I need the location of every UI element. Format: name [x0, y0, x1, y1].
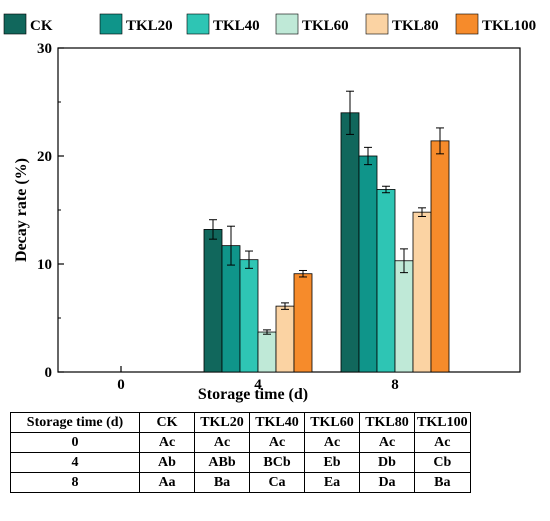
bar-tkl60-8	[394, 260, 414, 373]
legend-label-tkl100: TKL100	[482, 18, 536, 34]
table-cell: TKL100	[414, 412, 471, 433]
y-tick-label: 30	[37, 41, 52, 57]
legend-swatch-ck	[3, 13, 27, 35]
table-row-label: 4	[10, 452, 140, 473]
bar-tkl80-4	[275, 305, 295, 373]
bar-tkl20-8	[358, 155, 378, 373]
table-cell: Ac	[359, 432, 415, 453]
significance-table: Storage time (d) CK TKL20 TKL40 TKL60 TKL80 TK…	[10, 412, 471, 493]
x-tick-label: 8	[391, 377, 399, 393]
table-cell: Ac	[194, 432, 250, 453]
bar-ck-4	[203, 229, 223, 373]
table-cell: Ac	[304, 432, 360, 453]
table-cell: Eb	[304, 452, 360, 473]
y-tick-label: 10	[37, 257, 52, 273]
table-header-row: Storage time (d) CK TKL20 TKL40 TKL60 TKL80 TK…	[10, 412, 471, 433]
table-row-label: Storage time (d)	[10, 412, 140, 433]
legend-swatch-tkl40	[186, 13, 210, 35]
table-cell: Aa	[139, 472, 195, 493]
table-row: 8 Aa Ba Ca Ea Da Ba	[10, 472, 471, 493]
table-cell: TKL60	[304, 412, 360, 433]
bar-ck-8	[340, 112, 360, 373]
table-row-label: 8	[10, 472, 140, 493]
bar-tkl100-4	[293, 273, 313, 373]
y-tick-label: 20	[37, 149, 52, 165]
x-tick-label: 0	[117, 377, 125, 393]
legend-swatch-tkl60	[275, 13, 299, 35]
decay-rate-chart: CK TKL20 TKL40 TKL60 TKL80 TKL100 0 10 20 30 0 4 8…	[3, 13, 536, 403]
table-cell: BCb	[249, 452, 305, 473]
y-tick-label: 0	[45, 365, 53, 381]
table-cell: Ea	[304, 472, 360, 493]
y-axis: 0 10 20 30	[37, 41, 64, 381]
bar-tkl60-4	[257, 331, 277, 373]
table-cell: Ab	[139, 452, 195, 473]
legend-label-ck: CK	[30, 18, 53, 34]
legend-swatch-tkl20	[99, 13, 123, 35]
table-row: 0 Ac Ac Ac Ac Ac Ac	[10, 432, 471, 453]
legend-label-tkl60: TKL60	[302, 18, 349, 34]
y-axis-label: Decay rate (%)	[13, 158, 30, 262]
bar-tkl40-4	[239, 259, 259, 373]
table-cell: Ac	[414, 432, 471, 453]
table-cell: CK	[139, 412, 195, 433]
legend-swatch-tkl100	[455, 13, 479, 35]
x-axis-label: Storage time (d)	[198, 386, 308, 403]
table-cell: TKL20	[194, 412, 250, 433]
table-cell: Ac	[139, 432, 195, 453]
legend: CK TKL20 TKL40 TKL60 TKL80 TKL100	[3, 13, 536, 35]
bar-tkl40-8	[376, 189, 396, 373]
x-tick-label: 4	[254, 377, 262, 393]
legend-label-tkl20: TKL20	[126, 18, 173, 34]
table-cell: ABb	[194, 452, 250, 473]
bars	[203, 90, 450, 373]
table-cell: Da	[359, 472, 415, 493]
legend-label-tkl80: TKL80	[392, 18, 439, 34]
bar-tkl80-8	[412, 211, 432, 373]
legend-label-tkl40: TKL40	[213, 18, 260, 34]
table-cell: TKL40	[249, 412, 305, 433]
table-cell: Cb	[414, 452, 471, 473]
table-row-label: 0	[10, 432, 140, 453]
table-cell: Db	[359, 452, 415, 473]
table-cell: TKL80	[359, 412, 415, 433]
bar-tkl100-8	[430, 140, 450, 373]
table-cell: Ba	[194, 472, 250, 493]
table-cell: Ba	[414, 472, 471, 493]
table-row: 4 Ab ABb BCb Eb Db Cb	[10, 452, 471, 473]
table-cell: Ac	[249, 432, 305, 453]
legend-swatch-tkl80	[365, 13, 389, 35]
table-cell: Ca	[249, 472, 305, 493]
